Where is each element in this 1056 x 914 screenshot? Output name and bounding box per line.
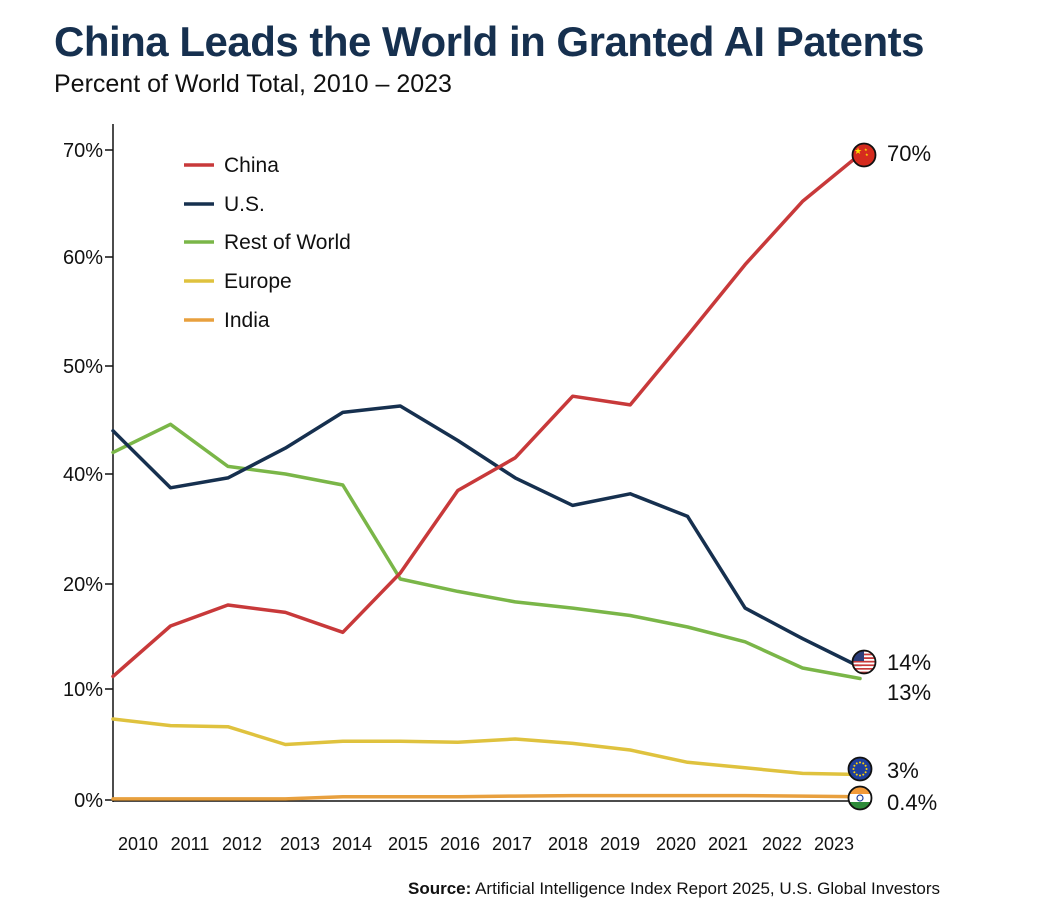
- svg-text:★: ★: [854, 146, 862, 156]
- legend-label: U.S.: [224, 193, 265, 216]
- x-tick-label: 2010: [118, 834, 158, 854]
- y-tick-label: 70%: [63, 140, 103, 162]
- x-tick-label: 2015: [388, 834, 428, 854]
- x-tick-label: 2012: [222, 834, 262, 854]
- series-line-u-s: [111, 404, 862, 669]
- y-tick-label: 20%: [63, 574, 103, 596]
- series-line-india: [111, 793, 862, 801]
- series-line-rest-of-world: [111, 422, 862, 681]
- india-flag-icon: [847, 785, 873, 811]
- legend-label: Rest of World: [224, 231, 351, 254]
- x-tick-label: 2020: [656, 834, 696, 854]
- y-tick-label: 50%: [63, 356, 103, 378]
- end-label: 14%: [887, 650, 931, 675]
- x-tick-label: 2021: [708, 834, 748, 854]
- x-tick-label: 2013: [280, 834, 320, 854]
- series-line-china: [111, 152, 862, 679]
- end-label: 0.4%: [887, 790, 937, 815]
- legend-label: India: [224, 309, 270, 332]
- y-tick-label: 0%: [74, 790, 103, 812]
- y-tick-label: 60%: [63, 247, 103, 269]
- end-label: 13%: [887, 680, 931, 705]
- svg-text:★: ★: [864, 147, 868, 152]
- legend-label: China: [224, 154, 279, 177]
- x-tick-label: 2018: [548, 834, 588, 854]
- x-tick-label: 2016: [440, 834, 480, 854]
- legend-label: Europe: [224, 270, 292, 293]
- end-label: 3%: [887, 758, 919, 783]
- x-tick-label: 2011: [171, 834, 210, 854]
- x-tick-label: 2023: [814, 834, 854, 854]
- eu-flag-icon: [847, 756, 873, 782]
- series-line-europe: [111, 717, 862, 777]
- china-flag-icon: ★ ★★: [851, 142, 877, 168]
- source-text: Artificial Intelligence Index Report 202…: [475, 879, 940, 898]
- svg-text:★: ★: [865, 152, 869, 157]
- source-note: Source: Artificial Intelligence Index Re…: [408, 879, 940, 899]
- us-flag-icon: [851, 649, 877, 675]
- source-label: Source:: [408, 879, 472, 898]
- y-tick-label: 40%: [63, 464, 103, 486]
- x-tick-label: 2019: [600, 834, 640, 854]
- chart-title: China Leads the World in Granted AI Pate…: [54, 18, 924, 65]
- chart-subtitle: Percent of World Total, 2010 – 2023: [54, 70, 452, 98]
- y-tick-label: 10%: [63, 679, 103, 701]
- end-label: 70%: [887, 141, 931, 166]
- x-tick-label: 2022: [762, 834, 802, 854]
- x-tick-label: 2017: [492, 834, 532, 854]
- x-tick-label: 2014: [332, 834, 372, 854]
